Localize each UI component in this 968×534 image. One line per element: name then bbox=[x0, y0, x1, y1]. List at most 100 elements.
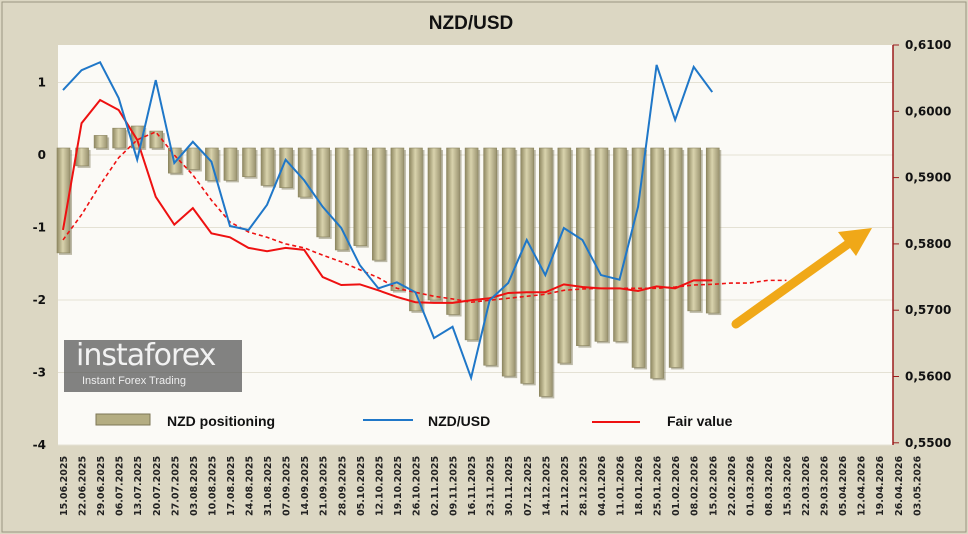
right-tick-label: 0,5500 bbox=[905, 436, 951, 450]
bar bbox=[316, 147, 331, 238]
x-tick-label: 03.05.2026 bbox=[912, 456, 923, 516]
bar bbox=[409, 147, 423, 312]
bar bbox=[483, 147, 497, 366]
arrow-shaft bbox=[731, 239, 853, 329]
x-tick-label: 01.02.2026 bbox=[671, 456, 682, 516]
legend-label-fair-value: Fair value bbox=[667, 413, 733, 429]
bar bbox=[687, 147, 702, 312]
bar bbox=[520, 147, 535, 384]
fair-value-line bbox=[62, 98, 713, 304]
left-tick-label: -1 bbox=[33, 221, 46, 235]
left-tick-label: 0 bbox=[38, 148, 46, 162]
legend: NZD positioning NZD/USD Fair value bbox=[95, 413, 733, 429]
x-tick-label: 28.12.2025 bbox=[578, 456, 589, 516]
x-tick-label: 28.09.2025 bbox=[337, 456, 348, 516]
x-tick-label: 31.08.2025 bbox=[263, 456, 274, 516]
bar bbox=[186, 147, 201, 170]
x-tick-label: 27.07.2025 bbox=[170, 456, 181, 516]
x-tick-label: 21.12.2025 bbox=[560, 456, 571, 516]
instaforex-logo: instaforex Instant Forex Trading bbox=[64, 340, 242, 392]
left-tick-label: -3 bbox=[33, 366, 46, 380]
bar bbox=[557, 147, 572, 364]
logo-brand: instaforex bbox=[76, 338, 216, 373]
x-tick-label: 08.03.2026 bbox=[764, 456, 775, 516]
bar bbox=[334, 147, 349, 251]
x-tick-label: 12.04.2026 bbox=[857, 456, 868, 516]
x-tick-label: 13.07.2025 bbox=[133, 456, 144, 516]
x-tick-label: 24.08.2025 bbox=[245, 456, 256, 516]
x-tick-label: 19.10.2025 bbox=[393, 456, 404, 516]
x-tick-label: 26.04.2026 bbox=[894, 456, 905, 516]
bar bbox=[223, 147, 238, 181]
left-tick-label: 1 bbox=[38, 76, 46, 90]
x-tick-label: 02.11.2025 bbox=[430, 456, 441, 516]
x-tick-label: 29.06.2025 bbox=[96, 456, 107, 516]
x-tick-label: 14.09.2025 bbox=[300, 456, 311, 516]
x-tick-label: 30.11.2025 bbox=[504, 456, 515, 516]
x-tick-label: 08.02.2026 bbox=[690, 456, 701, 516]
bar bbox=[631, 147, 646, 368]
right-tick-label: 0,6000 bbox=[905, 104, 951, 118]
bar bbox=[650, 147, 664, 379]
left-tick-label: -4 bbox=[33, 438, 46, 452]
right-tick-label: 0,6100 bbox=[905, 38, 951, 52]
bar bbox=[668, 147, 683, 368]
logo-tagline: Instant Forex Trading bbox=[82, 375, 186, 387]
x-tick-label: 10.08.2025 bbox=[207, 456, 218, 516]
x-tick-label: 22.02.2026 bbox=[727, 456, 738, 516]
chart-title: NZD/USD bbox=[429, 13, 513, 34]
x-tick-label: 05.10.2025 bbox=[356, 456, 367, 516]
bar bbox=[446, 147, 460, 315]
x-tick-label: 20.07.2025 bbox=[152, 456, 163, 516]
right-tick-label: 0,5700 bbox=[905, 303, 951, 317]
right-tick-label: 0,5900 bbox=[905, 171, 951, 185]
bar bbox=[353, 147, 368, 246]
x-tick-label: 15.02.2026 bbox=[708, 456, 719, 516]
left-tick-label: -2 bbox=[33, 293, 46, 307]
bar bbox=[242, 147, 256, 178]
bar bbox=[297, 147, 312, 198]
bar bbox=[260, 147, 275, 186]
bar bbox=[501, 147, 516, 377]
x-tick-label: 26.10.2025 bbox=[411, 456, 422, 516]
legend-swatch-positioning bbox=[95, 413, 151, 426]
bar bbox=[705, 147, 720, 314]
x-tick-label: 07.09.2025 bbox=[282, 456, 293, 516]
bar bbox=[112, 127, 126, 149]
bar bbox=[390, 147, 405, 291]
legend-label-positioning: NZD positioning bbox=[167, 413, 275, 429]
x-tick-label: 04.01.2026 bbox=[597, 456, 608, 516]
x-tick-label: 12.10.2025 bbox=[374, 456, 385, 516]
x-tick-label: 16.11.2025 bbox=[467, 456, 478, 516]
x-tick-label: 29.03.2026 bbox=[820, 456, 831, 516]
bar bbox=[93, 135, 108, 149]
x-tick-label: 11.01.2026 bbox=[616, 456, 627, 516]
fair-value-trend-line bbox=[62, 130, 787, 304]
x-tick-label: 17.08.2025 bbox=[226, 456, 237, 516]
bar bbox=[56, 147, 71, 254]
x-tick-label: 14.12.2025 bbox=[541, 456, 552, 516]
bar bbox=[576, 147, 590, 346]
x-tick-label: 01.03.2026 bbox=[745, 456, 756, 516]
nzdusd-line bbox=[62, 60, 714, 382]
x-tick-label: 25.01.2026 bbox=[653, 456, 664, 516]
x-tick-label: 07.12.2025 bbox=[523, 456, 534, 516]
bar bbox=[594, 147, 609, 342]
right-tick-label: 0,5600 bbox=[905, 370, 951, 384]
x-tick-label: 23.11.2025 bbox=[486, 456, 497, 516]
trend-arrow bbox=[731, 228, 872, 329]
x-tick-label: 03.08.2025 bbox=[189, 456, 200, 516]
x-tick-label: 18.01.2026 bbox=[634, 456, 645, 516]
x-tick-label: 15.06.2025 bbox=[59, 456, 70, 516]
x-tick-label: 15.03.2026 bbox=[782, 456, 793, 516]
x-tick-label: 22.03.2026 bbox=[801, 456, 812, 516]
right-tick-label: 0,5800 bbox=[905, 237, 951, 251]
x-tick-label: 21.09.2025 bbox=[319, 456, 330, 516]
x-tick-label: 22.06.2025 bbox=[78, 456, 89, 516]
bar bbox=[427, 147, 442, 301]
legend-label-nzdusd: NZD/USD bbox=[428, 413, 490, 429]
x-tick-label: 09.11.2025 bbox=[449, 456, 460, 516]
bar bbox=[372, 147, 386, 261]
